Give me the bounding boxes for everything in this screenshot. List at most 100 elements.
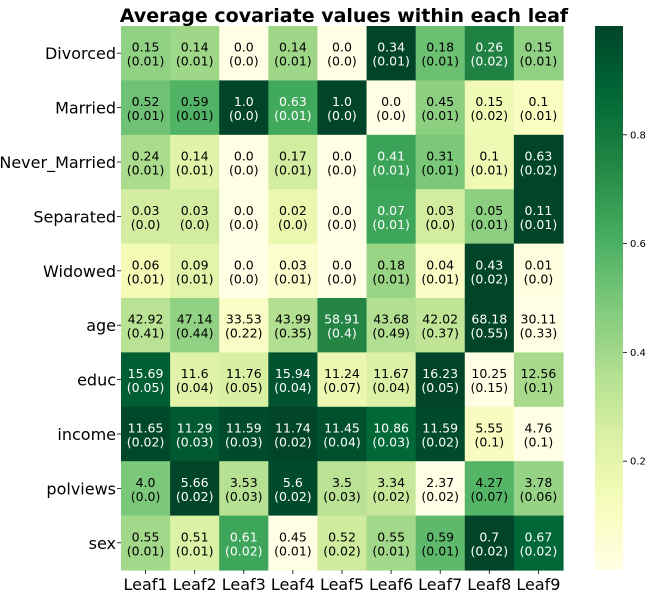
cell-se-label: (0.01)	[274, 543, 312, 558]
heatmap-cell-Widowed-Leaf8	[464, 243, 515, 299]
cell-value-label: 0.24	[132, 149, 160, 164]
heatmap-cell-polviews-Leaf6	[366, 461, 417, 517]
cell-value-label: 1.0	[332, 94, 352, 109]
heatmap-cell-Separated-Leaf6	[366, 189, 417, 245]
cell-se-label: (0.0)	[327, 271, 357, 286]
cell-se-label: (0.01)	[127, 543, 165, 558]
cell-value-label: 0.45	[426, 94, 454, 109]
cell-value-label: 0.0	[234, 149, 254, 164]
cell-se-label: (0.02)	[421, 489, 459, 504]
heatmap-cell-polviews-Leaf8	[464, 461, 515, 517]
cell-se-label: (0.03)	[323, 489, 361, 504]
heatmap-cell-Widowed-Leaf6	[366, 243, 417, 299]
cell-se-label: (0.01)	[372, 271, 410, 286]
cell-se-label: (0.01)	[127, 54, 165, 69]
cell-value-label: 0.0	[381, 94, 401, 109]
row-label-income: income	[57, 425, 116, 444]
heatmap-cell-sex-Leaf2	[170, 515, 220, 571]
colorbar-tick-label: 0.4	[630, 348, 646, 359]
row-label-sex: sex	[89, 534, 116, 553]
cell-value-label: 0.67	[525, 529, 553, 544]
colorbar-tick-label: 0.6	[630, 239, 646, 250]
heatmap-cell-Married-Leaf8	[464, 80, 515, 136]
colorbar-tick-label: 0.2	[630, 457, 646, 468]
cell-se-label: (0.01)	[274, 271, 312, 286]
column-label-Leaf1: Leaf1	[124, 575, 168, 594]
heatmap-cell-polviews-Leaf4	[268, 461, 319, 517]
cell-value-label: 0.34	[377, 40, 405, 55]
cell-value-label: 0.03	[426, 203, 454, 218]
cell-value-label: 33.53	[226, 312, 262, 327]
heatmap-cell-income-Leaf7	[415, 406, 466, 462]
heatmap-cell-Separated-Leaf7	[415, 189, 466, 245]
cell-se-label: (0.03)	[176, 435, 214, 450]
cell-se-label: (0.02)	[127, 435, 165, 450]
cell-se-label: (0.03)	[372, 435, 410, 450]
row-label-Divorced: Divorced	[45, 44, 116, 63]
chart-title: Average covariate values within each lea…	[120, 5, 569, 27]
column-label-Leaf7: Leaf7	[418, 575, 462, 594]
cell-se-label: (0.01)	[176, 271, 214, 286]
heatmap-cell-Married-Leaf4	[268, 80, 319, 136]
cell-se-label: (0.02)	[176, 489, 214, 504]
cell-se-label: (0.03)	[225, 435, 263, 450]
cell-se-label: (0.01)	[520, 108, 558, 123]
cell-se-label: (0.0)	[524, 271, 554, 286]
cell-se-label: (0.33)	[520, 326, 558, 341]
cell-se-label: (0.0)	[425, 217, 455, 232]
cell-value-label: 0.07	[377, 203, 405, 218]
cell-value-label: 3.5	[332, 475, 352, 490]
heatmap-cell-Never_Married-Leaf3	[219, 134, 269, 190]
heatmap-cell-sex-Leaf5	[317, 515, 368, 571]
cell-value-label: 4.0	[136, 475, 156, 490]
column-label-Leaf4: Leaf4	[271, 575, 315, 594]
heatmap-cell-age-Leaf8	[464, 298, 515, 353]
cell-value-label: 0.15	[525, 40, 553, 55]
heatmap-cell-Never_Married-Leaf7	[415, 134, 466, 190]
cell-value-label: 0.61	[230, 529, 258, 544]
cell-value-label: 0.04	[426, 257, 454, 272]
cell-se-label: (0.04)	[372, 380, 410, 395]
cell-value-label: 10.25	[471, 366, 507, 381]
cell-se-label: (0.05)	[225, 380, 263, 395]
cell-value-label: 11.65	[128, 421, 164, 436]
cell-value-label: 4.27	[475, 475, 503, 490]
cell-se-label: (0.01)	[372, 163, 410, 178]
cell-value-label: 2.37	[426, 475, 454, 490]
heatmap-cell-Widowed-Leaf1	[121, 243, 171, 299]
cell-value-label: 0.15	[132, 40, 160, 55]
cell-value-label: 3.78	[525, 475, 553, 490]
cell-value-label: 0.03	[279, 257, 307, 272]
heatmap-cell-Separated-Leaf8	[464, 189, 515, 245]
cell-se-label: (0.02)	[471, 108, 509, 123]
cell-se-label: (0.01)	[421, 163, 459, 178]
heatmap-cell-sex-Leaf9	[513, 515, 564, 571]
row-labels: Divorced Married Never_Married Separated Wid…	[0, 44, 121, 553]
cell-se-label: (0.0)	[327, 108, 357, 123]
cell-value-label: 0.05	[475, 203, 503, 218]
cell-se-label: (0.02)	[274, 435, 312, 450]
heatmap-cell-polviews-Leaf2	[170, 461, 220, 517]
cell-se-label: (0.01)	[372, 54, 410, 69]
heatmap-cell-Never_Married-Leaf9	[513, 134, 564, 190]
heatmap-cell-educ-Leaf4	[268, 352, 319, 408]
cell-se-label: (0.04)	[176, 380, 214, 395]
heatmap-cell-age-Leaf6	[366, 298, 417, 353]
heatmap-cells: 0.15(0.01)0.14(0.01)0.0(0.0)0.14(0.01)0.…	[121, 26, 564, 571]
cell-value-label: 0.55	[377, 529, 405, 544]
column-labels: Leaf1 Leaf2 Leaf3 Leaf4 Leaf5 Leaf6 Leaf7 Leaf8…	[124, 570, 560, 594]
cell-value-label: 0.43	[475, 257, 503, 272]
cell-value-label: 0.03	[132, 203, 160, 218]
cell-se-label: (0.0)	[229, 271, 259, 286]
cell-value-label: 0.52	[328, 529, 356, 544]
cell-se-label: (0.1)	[524, 380, 554, 395]
row-label-Never_Married: Never_Married	[0, 153, 116, 173]
heatmap-cell-Married-Leaf6	[366, 80, 417, 136]
cell-value-label: 0.14	[181, 149, 209, 164]
cell-value-label: 5.6	[283, 475, 303, 490]
heatmap-cell-Divorced-Leaf9	[513, 26, 564, 81]
cell-se-label: (0.01)	[127, 108, 165, 123]
cell-se-label: (0.01)	[421, 54, 459, 69]
cell-value-label: 0.14	[181, 40, 209, 55]
heatmap-cell-Separated-Leaf1	[121, 189, 171, 245]
